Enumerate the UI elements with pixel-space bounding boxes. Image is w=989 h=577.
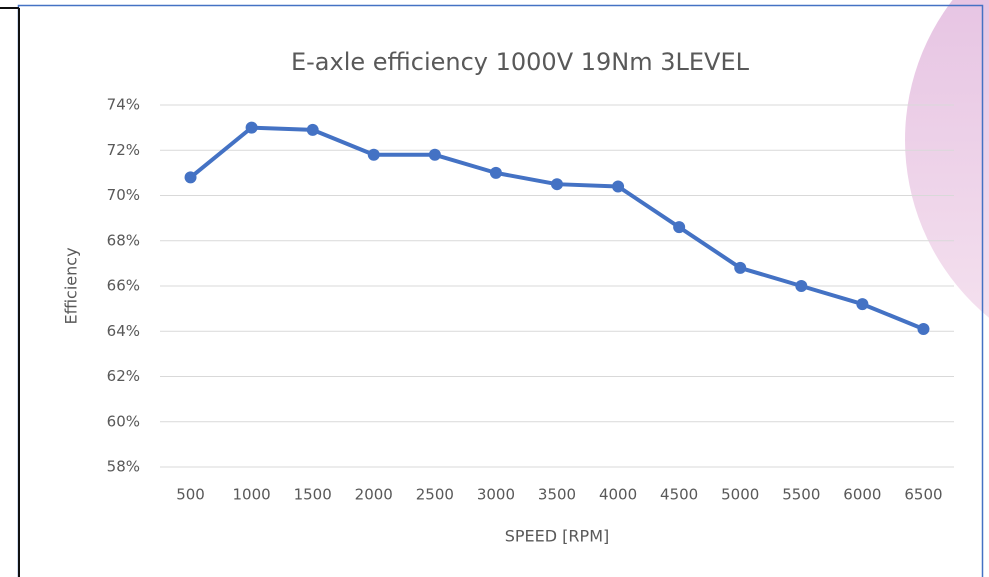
data-point [428, 148, 441, 161]
data-point [245, 121, 258, 134]
y-tick-label: 60% [107, 412, 140, 430]
y-tick-label: 74% [107, 96, 140, 114]
data-point [795, 280, 808, 292]
y-tick-label: 58% [107, 458, 140, 476]
data-point [856, 298, 869, 311]
data-point [612, 180, 625, 193]
x-tick-label: 1500 [294, 486, 332, 504]
y-tick-label: 72% [107, 141, 140, 159]
y-tick-label: 70% [107, 186, 140, 204]
data-point [917, 322, 930, 335]
data-point [306, 123, 319, 136]
chart-title: E-axle efficiency 1000V 19Nm 3LEVEL [291, 48, 750, 76]
x-tick-label: 3000 [477, 486, 515, 504]
y-tick-label: 66% [107, 277, 140, 295]
x-axis-title: SPEED [RPM] [505, 527, 609, 546]
y-tick-label: 62% [107, 367, 140, 385]
x-tick-label: 6000 [843, 486, 881, 504]
y-axis-title: Efficiency [62, 247, 81, 324]
decoration [905, 0, 989, 318]
x-tick-label: 4500 [660, 486, 698, 504]
x-tick-label: 500 [176, 486, 205, 504]
x-tick-label: 5000 [721, 486, 759, 504]
data-point [367, 148, 380, 161]
x-tick-label: 2500 [416, 486, 454, 504]
data-point [184, 171, 197, 184]
y-tick-label: 68% [107, 231, 140, 249]
x-tick-label: 3500 [538, 486, 576, 504]
y-tick-label: 64% [107, 322, 140, 340]
x-tick-label: 1000 [233, 486, 271, 504]
data-point [673, 221, 686, 234]
x-tick-label: 6500 [904, 486, 942, 504]
data-point [734, 261, 747, 274]
x-tick-label: 2000 [355, 486, 393, 504]
x-tick-label: 4000 [599, 486, 637, 504]
x-tick-label: 5500 [782, 486, 820, 504]
data-point [551, 178, 563, 191]
data-point [489, 166, 502, 179]
